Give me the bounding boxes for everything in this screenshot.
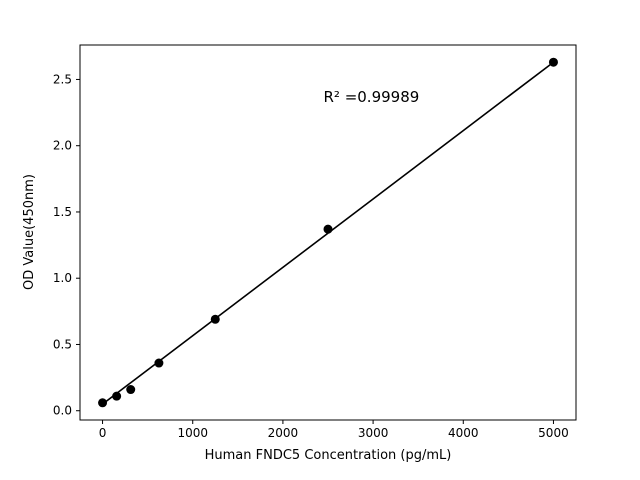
- y-tick-label: 2.5: [53, 72, 72, 86]
- y-tick-label: 0.5: [53, 337, 72, 351]
- x-axis-label: Human FNDC5 Concentration (pg/mL): [205, 448, 452, 463]
- chart-plot-area: 0 1000 2000 3000 4000 5000 0.0 0.5 1.0 1.5 2.0 2.5: [53, 44, 577, 440]
- x-tick-label: 0: [99, 426, 107, 440]
- axes-spines: [79, 44, 577, 421]
- y-tick-label: 1.5: [53, 205, 72, 219]
- y-tick-label: 1.0: [53, 271, 72, 285]
- y-axis-label: OD Value(450nm): [22, 174, 37, 290]
- data-point: [210, 314, 220, 324]
- x-tick-label: 5000: [538, 426, 569, 440]
- x-tick-label: 4000: [448, 426, 479, 440]
- data-point: [126, 385, 136, 395]
- x-tick-label: 3000: [358, 426, 389, 440]
- data-point: [323, 224, 333, 234]
- data-point: [154, 358, 164, 368]
- r-squared-annotation: R² =0.99989: [323, 88, 419, 106]
- data-point: [98, 398, 108, 408]
- y-tick-label: 2.0: [53, 139, 72, 153]
- x-tick-label: 1000: [177, 426, 208, 440]
- data-point: [548, 57, 558, 67]
- data-point: [112, 391, 122, 401]
- y-tick-label: 0.0: [53, 404, 72, 418]
- x-tick-label: 2000: [268, 426, 299, 440]
